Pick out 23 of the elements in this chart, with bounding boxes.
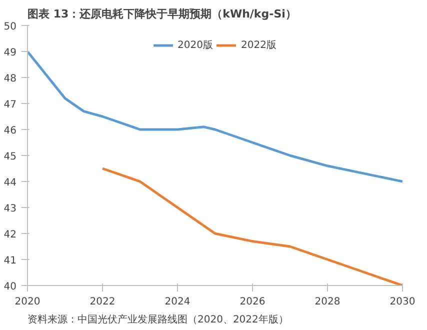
text: 资料来源：中国光伏产业发展路线图（2020、2022年版）: [28, 314, 288, 326]
line-series: [101, 167, 402, 286]
legend-label: 2020版: [178, 39, 213, 52]
x-tick-label: 2024: [164, 296, 190, 308]
x-tick-label: 2028: [314, 296, 340, 308]
y-tick-label: 50: [4, 22, 17, 32]
x-tick-label: 2022: [90, 296, 116, 308]
x-tick-label: 2020: [14, 296, 40, 308]
y-tick-label: 48: [4, 74, 17, 84]
y-tick-label: 49: [4, 48, 17, 58]
y-tick-label: 47: [4, 100, 17, 110]
legend-label: 2022版: [241, 39, 276, 52]
x-tick-label: 2030: [390, 296, 416, 308]
y-tick-label: 44: [4, 178, 17, 188]
y-tick-label: 40: [4, 282, 17, 292]
x-tick-label: 2026: [240, 296, 266, 308]
line-series: [28, 50, 402, 183]
chart-title: 图表 13：还原电耗下降快于早期预期（kWh/kg-Si）: [28, 8, 296, 20]
y-tick-label: 42: [4, 230, 17, 240]
y-tick-label: 45: [4, 152, 17, 162]
y-tick-label: 43: [4, 204, 17, 214]
y-tick-label: 41: [4, 256, 17, 266]
y-tick-label: 46: [4, 126, 17, 136]
